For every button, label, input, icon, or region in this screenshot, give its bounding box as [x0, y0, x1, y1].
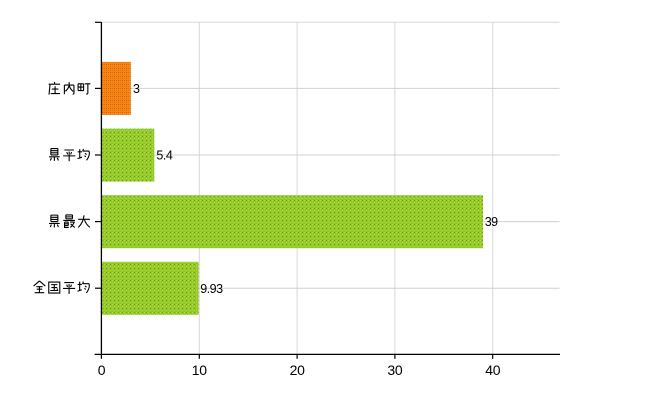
- svg-text:40: 40: [485, 362, 500, 378]
- svg-text:3: 3: [133, 82, 140, 96]
- svg-text:0: 0: [98, 362, 106, 378]
- svg-text:10: 10: [192, 362, 207, 378]
- svg-text:9.93: 9.93: [200, 282, 223, 296]
- svg-text:39: 39: [485, 215, 498, 229]
- svg-text:30: 30: [387, 362, 402, 378]
- svg-text:5.4: 5.4: [156, 149, 172, 163]
- svg-text:20: 20: [290, 362, 305, 378]
